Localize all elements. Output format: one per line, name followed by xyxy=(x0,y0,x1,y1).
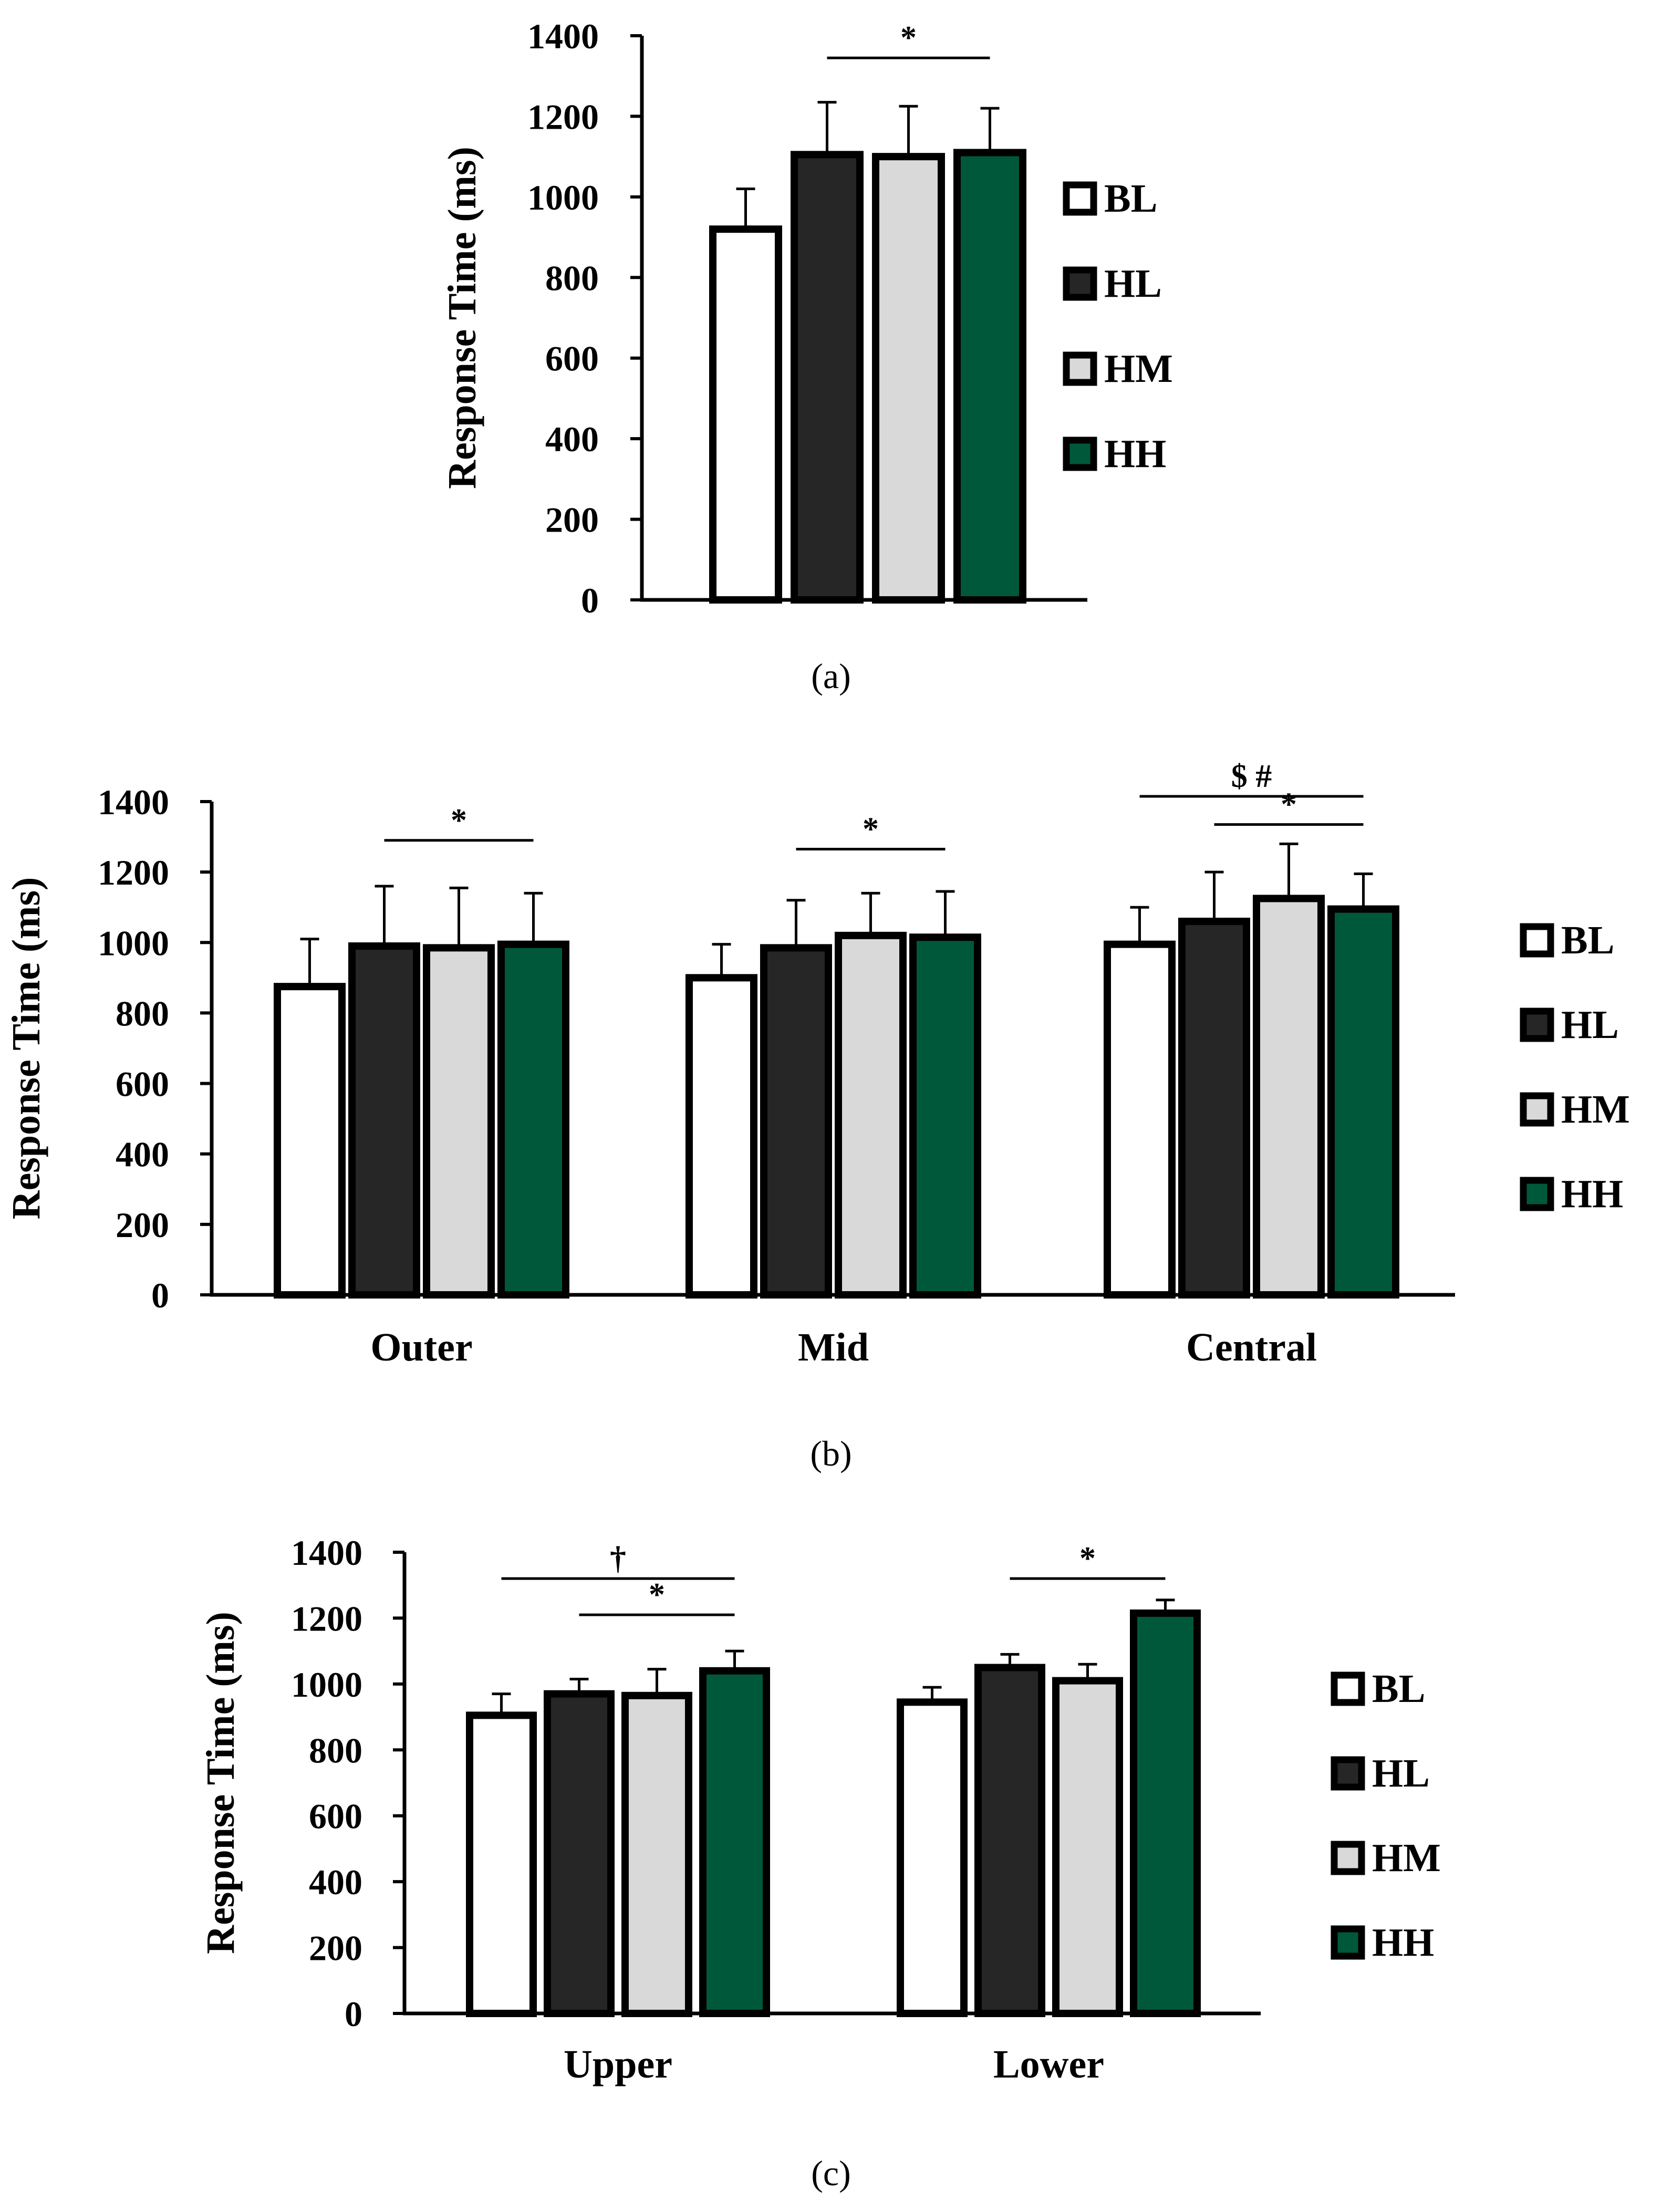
legend-label-hl: HL xyxy=(1372,1751,1430,1795)
bar-hm xyxy=(835,931,907,1299)
bar-hh xyxy=(1327,905,1399,1299)
y-tick-label: 400 xyxy=(309,1862,362,1902)
bar-hm xyxy=(423,944,495,1299)
y-tick-label: 0 xyxy=(345,1994,362,2034)
y-tick-label: 200 xyxy=(545,500,599,540)
y-tick-label: 1000 xyxy=(291,1665,362,1705)
y-tick-label: 200 xyxy=(116,1205,169,1245)
panel-b-chart: 0 200 400 600 800 1000 1200 1400 Response Time (… xyxy=(4,759,1630,1473)
bar-bl xyxy=(274,983,346,1299)
y-tick-label: 1200 xyxy=(527,97,599,137)
legend-label-hh: HH xyxy=(1372,1920,1434,1965)
significance-marker: * xyxy=(863,812,879,847)
y-tick-label: 1400 xyxy=(291,1533,362,1573)
significance-marker: $ # xyxy=(1231,759,1272,794)
y-tick-label: 600 xyxy=(545,339,599,379)
bar-hh xyxy=(909,933,981,1299)
bar-bl xyxy=(466,1711,537,2018)
legend-label-hm: HM xyxy=(1372,1836,1441,1880)
legend-label-bl: BL xyxy=(1561,918,1614,962)
legend-label-bl: BL xyxy=(1372,1667,1425,1711)
bar-hh xyxy=(497,940,569,1299)
bar-hm xyxy=(621,1691,692,2017)
y-tick-label: 800 xyxy=(309,1730,362,1770)
panel-label: (c) xyxy=(811,2153,850,2193)
y-tick-label: 400 xyxy=(545,419,599,459)
x-category-label: Outer xyxy=(370,1325,472,1369)
bar-hm xyxy=(1253,895,1325,1299)
bar-hl xyxy=(348,942,420,1299)
panel-label: (b) xyxy=(810,1434,851,1473)
legend-swatch-bl xyxy=(1331,1671,1365,1706)
y-tick-label: 800 xyxy=(545,258,599,298)
y-axis-label: Response Time (ms) xyxy=(199,1612,243,1954)
legend-swatch-bl xyxy=(1520,923,1554,958)
significance-marker: * xyxy=(900,20,917,56)
significance-marker: † xyxy=(610,1541,626,1576)
legend-swatch-hh xyxy=(1520,1177,1554,1211)
bar-hm xyxy=(1052,1677,1123,2017)
y-tick-label: 600 xyxy=(309,1796,362,1836)
legend-swatch-bl xyxy=(1063,181,1097,216)
bar-hh xyxy=(1130,1609,1201,2018)
y-tick-label: 1000 xyxy=(98,923,169,963)
panel-c-chart: 0 200 400 600 800 1000 1200 1400 Response Time (… xyxy=(199,1533,1441,2193)
legend-label-hl: HL xyxy=(1104,262,1162,306)
panel-label: (a) xyxy=(811,656,850,696)
y-tick-label: 600 xyxy=(116,1064,169,1104)
y-tick-label: 0 xyxy=(581,580,599,620)
legend-swatch-hl xyxy=(1520,1008,1554,1042)
bar-bl xyxy=(709,225,782,604)
bar-bl xyxy=(897,1698,968,2018)
y-tick-label: 1400 xyxy=(527,16,599,56)
legend-swatch-hm xyxy=(1331,1841,1365,1875)
legend-label-hh: HH xyxy=(1561,1172,1623,1216)
bar-hl xyxy=(974,1664,1045,2017)
bar-hl xyxy=(1178,918,1250,1299)
bar-hl xyxy=(791,151,864,604)
legend-label-hl: HL xyxy=(1561,1003,1619,1047)
bar-bl xyxy=(685,974,757,1299)
y-axis-label: Response Time (ms) xyxy=(4,877,48,1220)
y-tick-label: 1200 xyxy=(98,853,169,892)
bar-hh xyxy=(953,149,1026,604)
y-tick-label: 200 xyxy=(309,1928,362,1968)
significance-marker: * xyxy=(1281,787,1297,823)
y-tick-label: 1200 xyxy=(291,1598,362,1638)
x-category-label: Upper xyxy=(564,2042,672,2086)
significance-marker: * xyxy=(451,803,467,838)
x-category-label: Central xyxy=(1186,1325,1317,1369)
y-tick-label: 1400 xyxy=(98,782,169,822)
y-tick-label: 400 xyxy=(116,1135,169,1175)
significance-marker: * xyxy=(649,1577,665,1613)
legend-label-bl: BL xyxy=(1104,176,1157,221)
bar-hm xyxy=(872,153,945,604)
y-axis-label: Response Time (ms) xyxy=(440,147,484,489)
x-category-label: Lower xyxy=(993,2042,1104,2086)
bar-hh xyxy=(699,1667,770,2018)
x-category-label: Mid xyxy=(798,1325,869,1369)
legend-swatch-hh xyxy=(1063,437,1097,471)
bar-hl xyxy=(760,944,832,1299)
legend-swatch-hm xyxy=(1520,1092,1554,1127)
y-tick-label: 1000 xyxy=(527,178,599,217)
legend-label-hm: HM xyxy=(1104,347,1173,391)
bar-bl xyxy=(1104,940,1176,1299)
legend-swatch-hl xyxy=(1063,266,1097,301)
y-tick-label: 800 xyxy=(116,993,169,1033)
panel-a-chart: 0 200 400 600 800 1000 1200 1400 Response Time (… xyxy=(440,16,1173,696)
legend-label-hh: HH xyxy=(1104,432,1166,476)
legend-swatch-hm xyxy=(1063,351,1097,386)
legend-swatch-hl xyxy=(1331,1756,1365,1791)
legend-swatch-hh xyxy=(1331,1925,1365,1960)
y-tick-label: 0 xyxy=(151,1275,169,1315)
significance-marker: * xyxy=(1079,1541,1096,1576)
bar-hl xyxy=(544,1690,615,2017)
legend-label-hm: HM xyxy=(1561,1087,1630,1131)
